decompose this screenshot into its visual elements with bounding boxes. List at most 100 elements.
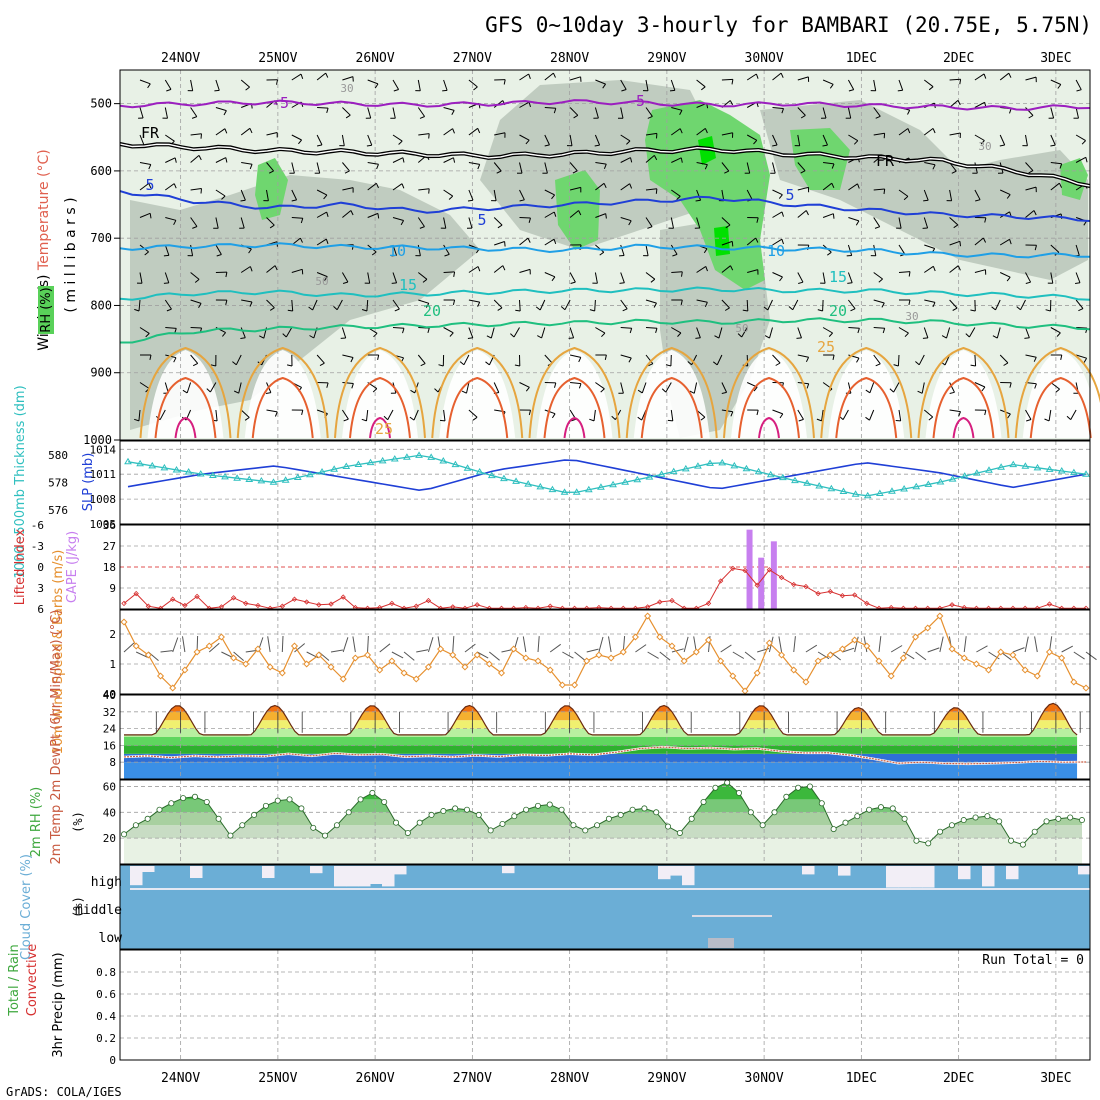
wind-barb-flag <box>553 108 557 114</box>
rh-dark-area <box>130 175 480 430</box>
rh-green-area <box>790 128 850 190</box>
wind10m-barb <box>427 637 434 653</box>
wind-barb <box>240 327 246 338</box>
wind-barb-flag <box>350 357 354 363</box>
rh2m-marker <box>889 805 896 812</box>
wind-barb-flag <box>653 155 658 161</box>
thickness-marker <box>730 461 739 469</box>
wind-barb-flag <box>622 308 628 312</box>
wind-barb-flag <box>578 210 582 216</box>
rh2m-marker <box>428 811 435 818</box>
li-marker <box>791 581 797 588</box>
temperature-contour-label: 5 <box>785 186 794 204</box>
wind-barb-flag <box>191 116 197 119</box>
wind10m-marker <box>485 660 493 668</box>
wind-barb-flag <box>847 282 853 284</box>
thickness-marker <box>342 462 351 470</box>
wind-barb-flag <box>361 309 368 312</box>
li-marker <box>413 603 419 609</box>
wind-barb <box>949 382 955 393</box>
wind10m-marker <box>242 660 250 668</box>
temperature-contour-label: 10 <box>767 242 785 260</box>
wind-barb <box>342 76 354 81</box>
wind-barb-flag <box>822 144 828 147</box>
wind-barb-flag <box>173 220 177 226</box>
wind-barb <box>570 382 582 385</box>
top-date-axis: 24NOV 25NOV 26NOV 27NOV 28NOV 29NOV 30NOV 1DEC 2… <box>161 51 1071 66</box>
wind-barb <box>924 244 935 249</box>
wind-barb <box>620 183 630 191</box>
wind-barb <box>342 162 350 172</box>
wind-barb-flag <box>578 357 582 363</box>
slp-grid <box>120 441 1090 524</box>
wind-barb-flag <box>461 390 467 394</box>
rh2m-marker <box>996 818 1003 825</box>
rh2m-marker <box>866 806 873 813</box>
wind-barb <box>468 189 474 201</box>
isotherm-15 <box>119 286 1091 301</box>
wind-barb-flag <box>224 128 228 134</box>
wind-barb-flag <box>528 217 531 223</box>
wind-barb <box>1075 79 1082 90</box>
wind-barb-flag <box>400 220 405 226</box>
rh2m-marker <box>665 823 672 830</box>
wind-barb <box>443 271 455 273</box>
wind-barb-flag <box>800 114 806 119</box>
wind-barb-flag <box>781 211 784 217</box>
wind-barb-flag <box>477 128 481 134</box>
wind-barb <box>138 409 141 421</box>
wind-barb-flag <box>497 224 503 229</box>
wind-barb-flag <box>570 281 576 284</box>
rh-dry-area <box>439 350 516 438</box>
thickness-marker <box>196 470 205 477</box>
isotherm-30 <box>737 376 800 439</box>
rh-dry-area <box>147 350 224 438</box>
isotherm-25 <box>236 346 329 439</box>
rh2m-marker <box>877 804 884 811</box>
wind-barb <box>873 79 877 91</box>
wind-barb <box>266 409 278 413</box>
wind10m-barb <box>720 644 732 653</box>
wind-barb-flag <box>560 306 566 311</box>
wind-barb <box>693 382 698 394</box>
wind-barb <box>418 188 430 191</box>
wind-barb <box>519 382 530 388</box>
thickness-marker <box>754 467 763 475</box>
wind-barb <box>336 299 343 310</box>
precip-tick-label: 0 <box>109 1054 116 1067</box>
wind-barb-flag <box>853 140 859 145</box>
thickness-marker <box>1009 460 1018 468</box>
wind-barb-flag <box>856 357 860 363</box>
wind-barb <box>949 132 961 136</box>
wind-barb-flag <box>904 332 909 338</box>
wind10m-barb <box>793 636 796 653</box>
wind-barb-flag <box>704 164 708 170</box>
rh2m-marker <box>381 798 388 805</box>
wind-barb-flag <box>805 357 810 363</box>
wind-barb <box>215 244 222 255</box>
wind-barb <box>772 272 783 278</box>
wind-barb <box>165 327 177 329</box>
wind10m-marker <box>936 612 944 620</box>
wind-barb <box>316 211 327 218</box>
wind-barb <box>620 157 631 163</box>
wind-barb-flag <box>166 88 172 92</box>
bottom-date-label: 2DEC <box>943 1071 974 1086</box>
wind-barb <box>797 134 801 146</box>
wind-barb <box>595 79 606 85</box>
wind-barb <box>620 107 624 119</box>
wind-barb <box>240 189 246 201</box>
temp-tick-label: 24 <box>103 723 117 736</box>
thickness-marker <box>960 472 969 479</box>
wind-barb-flag <box>393 89 399 92</box>
wind-barb-flag <box>780 72 784 78</box>
wind-barb-flag <box>1006 194 1011 199</box>
wind-barb-flag <box>755 237 759 243</box>
wind-barb-flag <box>730 411 734 417</box>
wind-barb <box>564 299 571 310</box>
thickness-marker <box>475 467 484 475</box>
wind-barb-flag <box>781 239 784 245</box>
wind-barb-flag <box>578 383 582 389</box>
wind-barb <box>544 238 555 246</box>
ylabel-precip-total: Total / Rain <box>7 944 22 1017</box>
